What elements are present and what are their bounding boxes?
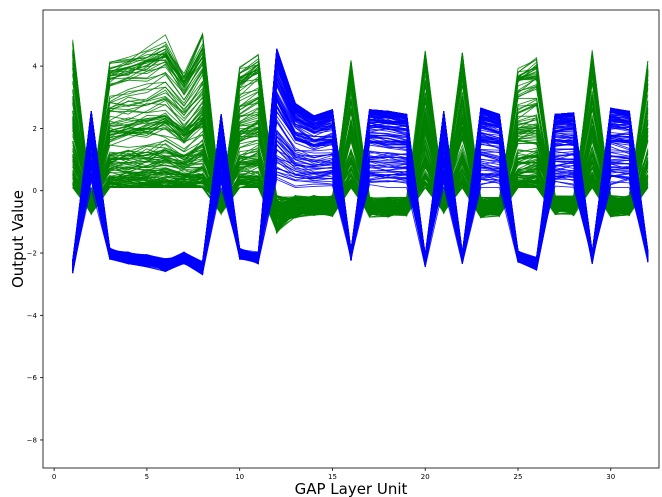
y-tick-label: 0 <box>33 187 37 195</box>
x-tick-label: 10 <box>235 473 244 481</box>
y-tick-label: 2 <box>33 125 37 133</box>
y-tick-label: −4 <box>27 312 38 320</box>
x-axis-label: GAP Layer Unit <box>295 480 408 497</box>
x-tick-label: 25 <box>514 473 523 481</box>
y-tick-label: −2 <box>27 250 37 258</box>
y-axis-ticks: −8 −6 −4 −2 0 2 4 <box>27 63 43 444</box>
blue-sample-line <box>72 58 649 274</box>
chart-lines <box>72 31 649 276</box>
x-tick-label: 30 <box>606 473 615 481</box>
y-tick-label: 4 <box>33 63 38 71</box>
x-tick-label: 15 <box>328 473 337 481</box>
x-tick-label: 0 <box>52 473 56 481</box>
y-tick-label: −6 <box>27 374 38 382</box>
x-tick-label: 20 <box>421 473 430 481</box>
plot-frame <box>42 9 660 469</box>
y-axis-label: Output Value <box>9 190 27 288</box>
x-tick-label: 5 <box>145 473 149 481</box>
y-tick-label: −8 <box>27 436 37 444</box>
blue-sample-line <box>72 111 649 270</box>
x-axis-ticks: 0 5 10 15 20 25 30 <box>52 468 615 481</box>
